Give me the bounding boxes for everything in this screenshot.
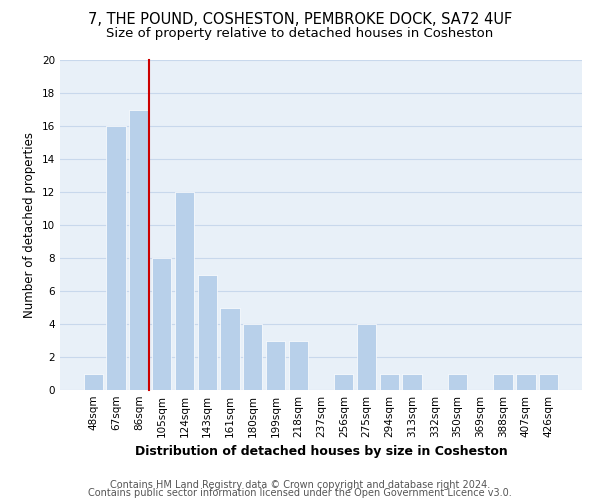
Bar (357, 324, 376, 390)
Bar (243, 324, 262, 390)
Bar (403, 374, 422, 390)
Bar (334, 374, 353, 390)
Bar (493, 374, 513, 390)
Y-axis label: Number of detached properties: Number of detached properties (23, 132, 37, 318)
Bar (380, 374, 399, 390)
Bar (175, 192, 194, 390)
Text: Size of property relative to detached houses in Cosheston: Size of property relative to detached ho… (106, 28, 494, 40)
Bar (197, 274, 217, 390)
X-axis label: Distribution of detached houses by size in Cosheston: Distribution of detached houses by size … (134, 446, 508, 458)
Bar (539, 374, 558, 390)
Text: 7, THE POUND, COSHESTON, PEMBROKE DOCK, SA72 4UF: 7, THE POUND, COSHESTON, PEMBROKE DOCK, … (88, 12, 512, 28)
Bar (289, 340, 308, 390)
Bar (129, 110, 149, 390)
Bar (448, 374, 467, 390)
Bar (266, 340, 285, 390)
Bar (84, 374, 103, 390)
Text: Contains HM Land Registry data © Crown copyright and database right 2024.: Contains HM Land Registry data © Crown c… (110, 480, 490, 490)
Bar (516, 374, 536, 390)
Text: Contains public sector information licensed under the Open Government Licence v3: Contains public sector information licen… (88, 488, 512, 498)
Bar (220, 308, 239, 390)
Bar (106, 126, 126, 390)
Bar (152, 258, 172, 390)
